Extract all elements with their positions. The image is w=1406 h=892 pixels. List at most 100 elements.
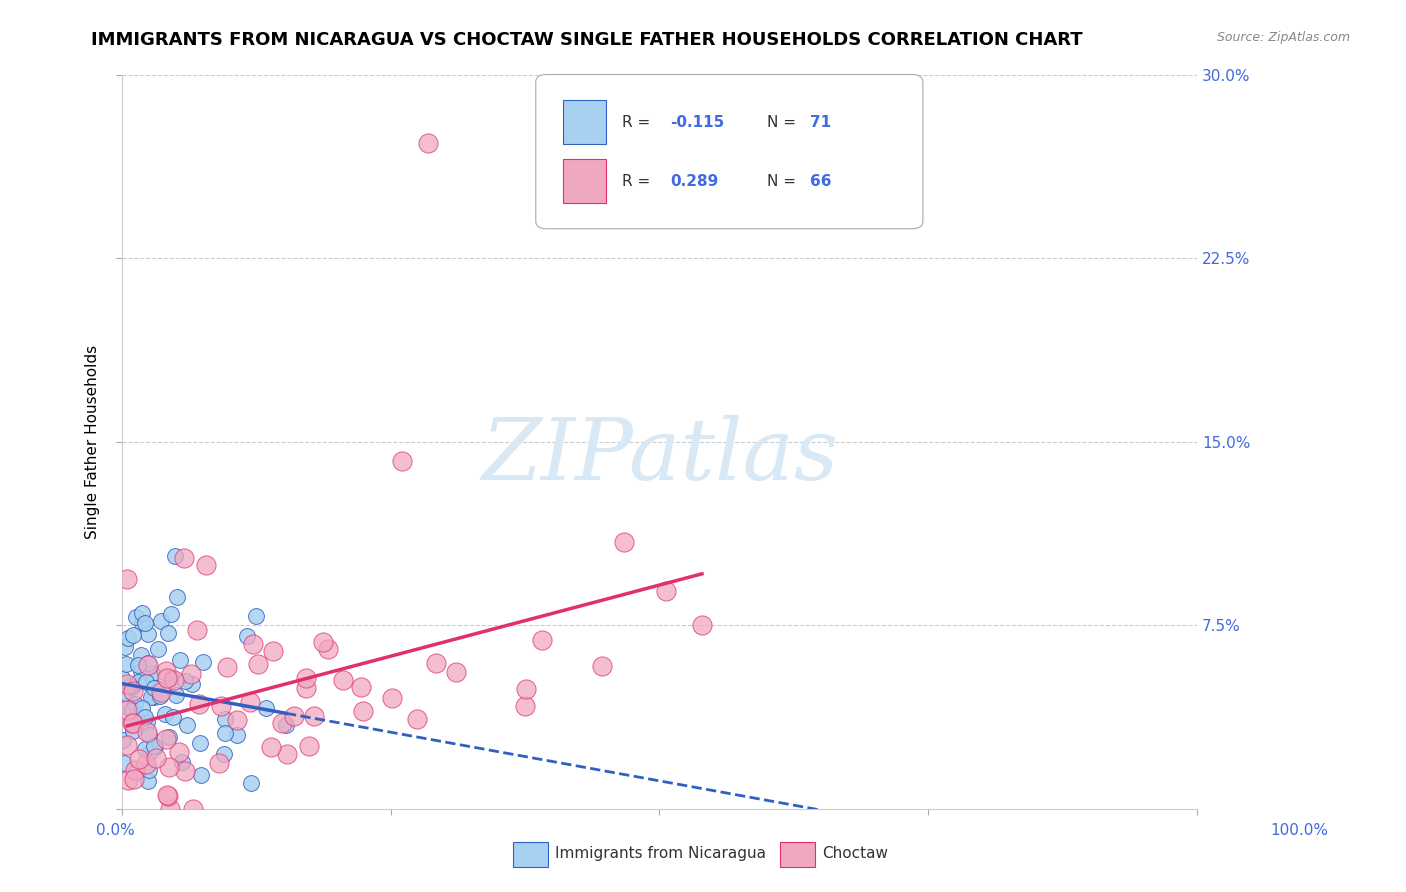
Point (120, 680, 142, 694)
Point (145, 750, 167, 764)
Point (135, 675, 157, 690)
Point (186, 623, 208, 637)
Point (274, 718, 297, 732)
Point (143, 740, 166, 755)
Point (131, 664, 153, 678)
Point (242, 636, 264, 650)
Point (141, 665, 163, 680)
Point (157, 730, 180, 744)
Point (262, 644, 284, 658)
Point (176, 718, 198, 732)
Point (115, 676, 138, 690)
Point (188, 736, 211, 750)
Point (170, 755, 193, 769)
Point (515, 682, 537, 697)
Point (183, 802, 205, 816)
Point (159, 802, 181, 816)
Point (194, 558, 217, 573)
Point (276, 747, 298, 761)
Point (136, 656, 159, 670)
Point (121, 715, 143, 730)
Point (112, 756, 135, 770)
Point (406, 712, 429, 726)
Text: -0.115: -0.115 (671, 115, 724, 129)
Point (235, 629, 257, 643)
Point (131, 606, 153, 620)
Point (142, 681, 165, 695)
Point (157, 759, 180, 773)
Point (129, 648, 152, 662)
Point (302, 709, 325, 723)
FancyBboxPatch shape (536, 75, 922, 228)
Point (136, 627, 159, 641)
Point (138, 763, 160, 777)
Point (148, 642, 170, 657)
Point (156, 671, 179, 685)
Point (111, 671, 134, 685)
Point (271, 715, 294, 730)
Y-axis label: Single Father Households: Single Father Households (86, 344, 100, 539)
Text: Immigrants from Nicaragua: Immigrants from Nicaragua (555, 847, 766, 861)
Point (254, 701, 277, 715)
Point (180, 666, 202, 681)
Point (239, 776, 262, 790)
Point (239, 695, 262, 709)
Text: 0.289: 0.289 (671, 174, 718, 188)
Point (127, 657, 149, 672)
Point (122, 628, 145, 642)
Point (208, 756, 231, 770)
Point (149, 689, 172, 703)
Point (312, 634, 335, 648)
Text: 66: 66 (810, 174, 831, 188)
Point (136, 725, 159, 739)
Point (191, 655, 214, 669)
Point (122, 772, 145, 786)
Point (114, 640, 136, 655)
Point (150, 614, 173, 628)
Point (125, 610, 148, 624)
Point (246, 657, 269, 671)
Point (131, 700, 153, 714)
Point (381, 690, 404, 705)
Point (128, 752, 150, 766)
Text: N =: N = (766, 115, 801, 129)
Point (160, 607, 183, 622)
Point (122, 724, 145, 739)
Point (349, 680, 371, 694)
Point (153, 706, 176, 721)
Point (513, 699, 536, 714)
Point (134, 710, 156, 724)
Point (156, 789, 179, 803)
Point (352, 704, 374, 718)
Point (121, 680, 143, 694)
Point (141, 667, 163, 681)
Point (173, 550, 195, 565)
Point (125, 709, 148, 723)
Point (294, 671, 316, 685)
Point (139, 690, 162, 704)
Point (156, 626, 179, 640)
Point (418, 136, 440, 150)
Point (117, 632, 139, 646)
Point (124, 698, 146, 712)
Point (190, 767, 212, 781)
Point (121, 703, 143, 717)
Point (316, 641, 339, 656)
Point (591, 659, 613, 673)
Text: 100.0%: 100.0% (1271, 823, 1329, 838)
Point (613, 535, 636, 549)
Text: 0.0%: 0.0% (96, 823, 135, 838)
Point (209, 698, 232, 713)
Point (115, 572, 138, 586)
Point (245, 609, 267, 624)
Point (131, 615, 153, 630)
Point (142, 739, 165, 753)
Point (166, 590, 188, 604)
Point (127, 675, 149, 690)
Point (169, 653, 191, 667)
Point (124, 763, 146, 777)
Point (260, 739, 283, 754)
Point (214, 712, 236, 726)
Point (332, 673, 354, 688)
Point (145, 681, 167, 695)
